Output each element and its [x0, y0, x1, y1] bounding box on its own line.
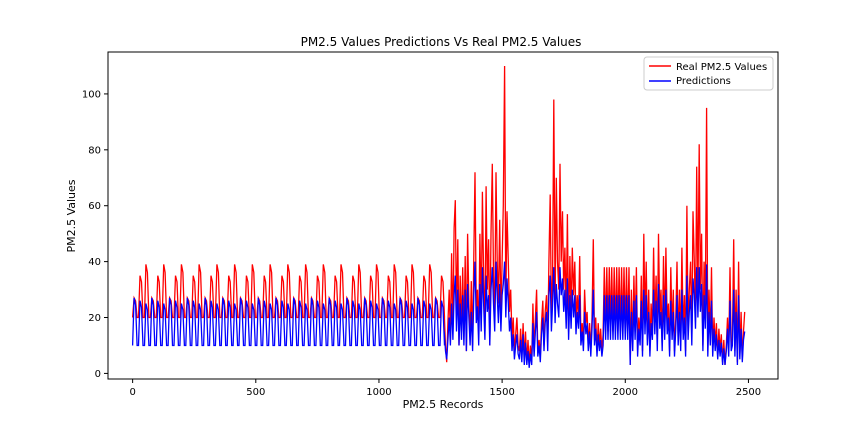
y-tick-label: 0 [95, 369, 101, 380]
x-tick-label: 500 [246, 387, 265, 398]
x-tick-label: 2500 [736, 387, 761, 398]
legend-label-predictions: Predictions [676, 76, 731, 87]
x-tick-label: 1000 [366, 387, 391, 398]
y-ticks: 0 20 40 60 80 100 [82, 89, 108, 380]
x-axis-label: PM2.5 Records [403, 398, 484, 411]
legend: Real PM2.5 Values Predictions [643, 56, 774, 91]
series-line-predictions [131, 261, 746, 368]
y-tick-label: 100 [82, 89, 101, 100]
y-tick-label: 20 [88, 313, 101, 324]
x-tick-label: 2000 [613, 387, 638, 398]
plot-area: 0 500 1000 1500 2000 2500 0 20 40 60 80 100 [82, 51, 779, 398]
y-tick-label: 60 [88, 201, 101, 212]
x-tick-label: 1500 [489, 387, 514, 398]
y-tick-label: 40 [88, 257, 101, 268]
legend-label-real: Real PM2.5 Values [676, 62, 767, 73]
x-tick-label: 0 [129, 387, 135, 398]
legend-box [643, 56, 774, 91]
x-ticks: 0 500 1000 1500 2000 2500 [129, 379, 761, 398]
y-tick-label: 80 [88, 145, 101, 156]
y-axis-label: PM2.5 Values [65, 179, 78, 252]
chart-title: PM2.5 Values Predictions Vs Real PM2.5 V… [301, 35, 582, 49]
